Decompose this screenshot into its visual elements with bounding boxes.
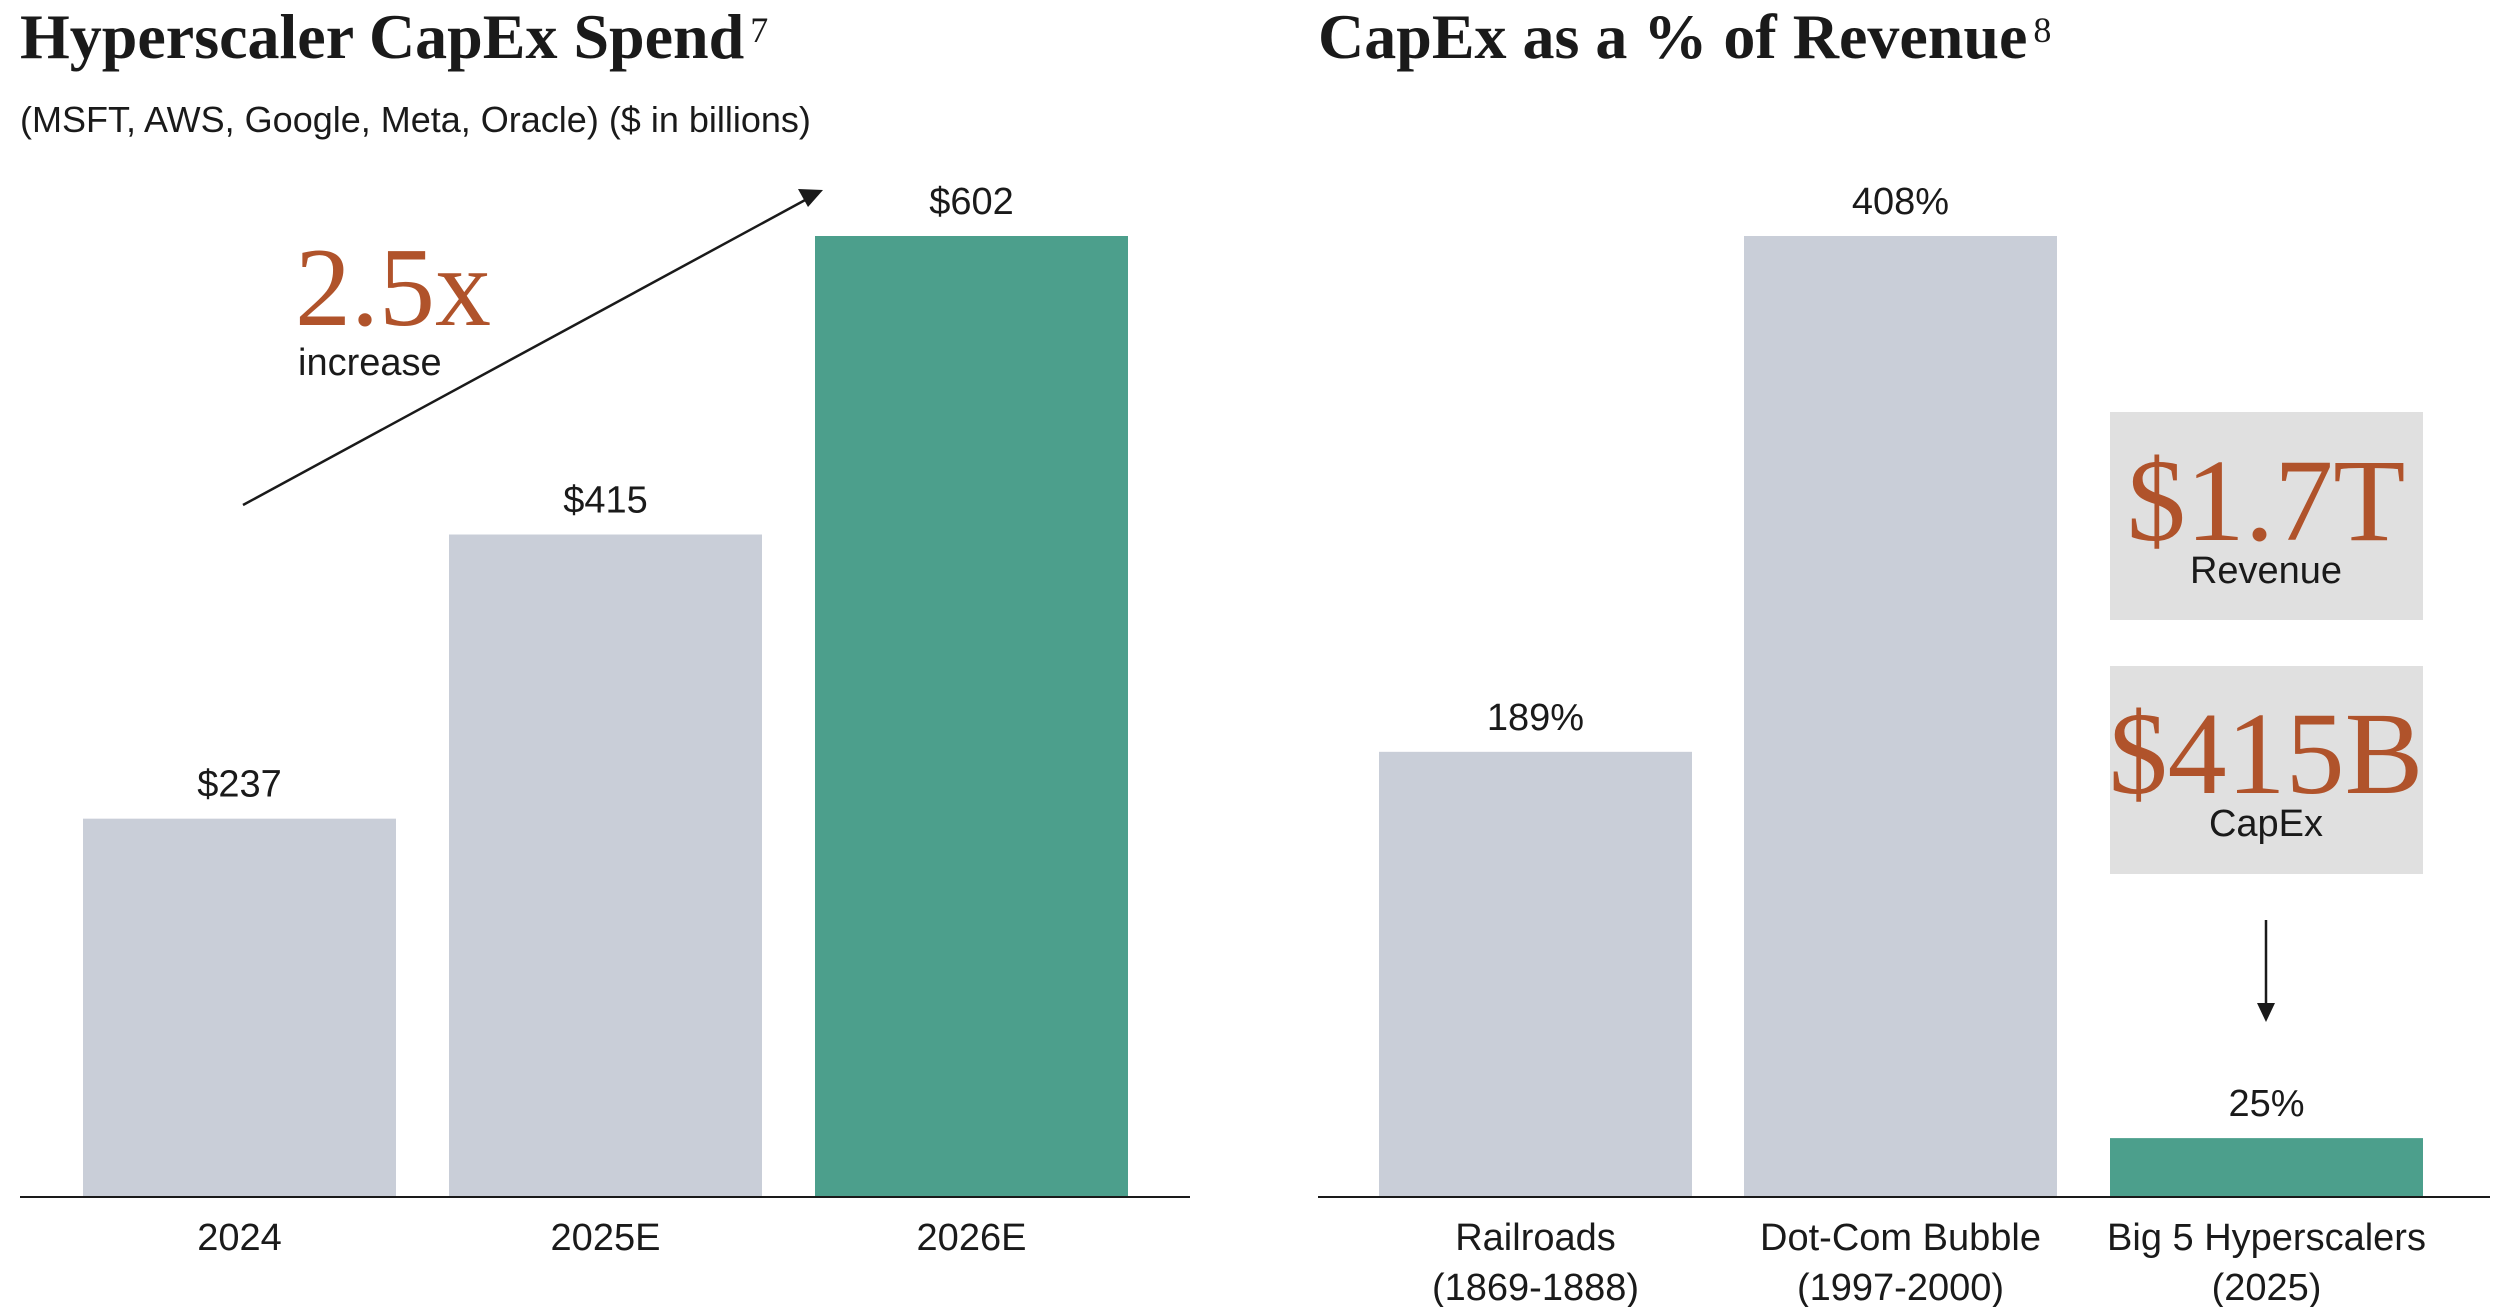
tick-label-0-line-1: (1869-1888) <box>1432 1267 1639 1307</box>
down-arrow-head <box>2257 1003 2275 1022</box>
tick-label-0-line-0: Railroads <box>1455 1217 1616 1259</box>
bar-1 <box>449 534 762 1197</box>
increase-label: increase <box>298 342 442 384</box>
tick-label-1: 2025E <box>551 1217 661 1259</box>
value-label-2: 25% <box>2228 1083 2304 1125</box>
value-label-2: $602 <box>929 181 1014 223</box>
value-label-1: $415 <box>563 480 648 522</box>
tick-label-2-line-0: Big 5 Hyperscalers <box>2107 1217 2426 1259</box>
chart-subtitle: (MSFT, AWS, Google, Meta, Oracle) ($ in … <box>20 99 811 140</box>
tick-label-0: 2024 <box>197 1217 282 1259</box>
chart-title: CapEx as a % of Revenue <box>1318 1 2027 72</box>
capex-callout-label: CapEx <box>2209 803 2323 845</box>
title-footnote-7: 7 <box>750 10 768 50</box>
tick-label-2: 2026E <box>917 1217 1027 1259</box>
bars: 189% Railroads (1869-1888) 408% Dot-Com Bubb… <box>1379 181 2426 1307</box>
revenue-callout-label: Revenue <box>2190 550 2342 592</box>
value-label-0: 189% <box>1487 697 1584 739</box>
bar-0 <box>83 818 396 1197</box>
chart-title: Hyperscaler CapEx Spend <box>20 1 744 72</box>
tick-label-2-line-1: (2025) <box>2212 1267 2322 1307</box>
capex-callout-box <box>2110 666 2423 874</box>
capex-callout-value: $415B <box>2109 688 2424 819</box>
bar-1 <box>1744 236 2057 1197</box>
value-label-0: $237 <box>197 764 282 806</box>
bars: $237 2024 $415 2025E $602 2026E <box>83 181 1128 1259</box>
tick-label-1-line-1: (1997-2000) <box>1797 1267 2004 1307</box>
revenue-callout-value: $1.7T <box>2127 435 2406 566</box>
capex-revenue-chart: CapEx as a % of Revenue 8 189% Railroads (… <box>1318 1 2490 1307</box>
revenue-callout-box <box>2110 412 2423 620</box>
bar-2 <box>815 236 1128 1197</box>
bar-2 <box>2110 1138 2423 1197</box>
growth-arrow-head <box>798 189 823 207</box>
bar-0 <box>1379 751 1692 1197</box>
increase-multiple: 2.5x <box>295 226 491 350</box>
value-label-1: 408% <box>1852 181 1949 223</box>
title-footnote-8: 8 <box>2033 10 2051 50</box>
tick-label-1-line-0: Dot-Com Bubble <box>1760 1217 2041 1259</box>
capex-spend-chart: Hyperscaler CapEx Spend 7 (MSFT, AWS, Go… <box>20 1 1190 1259</box>
growth-arrow-line <box>242 197 808 507</box>
